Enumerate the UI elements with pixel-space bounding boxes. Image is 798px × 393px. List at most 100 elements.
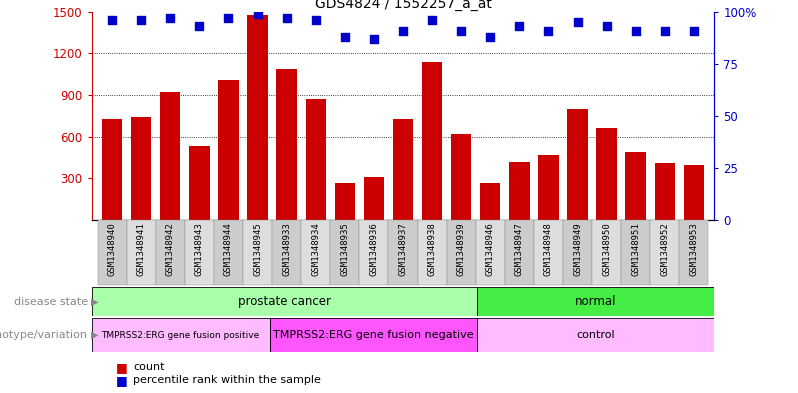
Bar xyxy=(92,318,270,352)
Point xyxy=(164,15,176,21)
Text: GSM1348941: GSM1348941 xyxy=(136,222,146,276)
Text: GSM1348946: GSM1348946 xyxy=(486,222,495,276)
Point xyxy=(397,28,409,34)
Point xyxy=(571,19,584,26)
Text: disease state: disease state xyxy=(14,297,88,307)
Bar xyxy=(563,220,592,285)
Text: GSM1348942: GSM1348942 xyxy=(166,222,175,276)
Point xyxy=(251,11,264,17)
Text: prostate cancer: prostate cancer xyxy=(238,295,331,308)
Text: ▶: ▶ xyxy=(91,297,98,307)
Point xyxy=(513,23,526,29)
Point xyxy=(106,17,119,23)
Bar xyxy=(364,177,384,220)
Point xyxy=(542,28,555,34)
Bar xyxy=(477,287,714,316)
Point xyxy=(222,15,235,21)
Point xyxy=(658,28,671,34)
Bar xyxy=(650,220,679,285)
Text: ■: ■ xyxy=(116,374,128,387)
Text: genotype/variation: genotype/variation xyxy=(0,330,88,340)
Text: GSM1348945: GSM1348945 xyxy=(253,222,262,276)
Point xyxy=(484,34,496,40)
Point xyxy=(368,36,381,42)
Text: control: control xyxy=(576,330,615,340)
Point xyxy=(310,17,322,23)
Bar xyxy=(214,220,243,285)
Bar xyxy=(306,99,326,220)
Text: GSM1348933: GSM1348933 xyxy=(282,222,291,276)
Bar xyxy=(330,220,359,285)
Text: GSM1348940: GSM1348940 xyxy=(108,222,117,276)
Text: GSM1348950: GSM1348950 xyxy=(602,222,611,276)
Bar xyxy=(131,118,152,220)
Bar xyxy=(334,183,355,220)
Point xyxy=(455,28,468,34)
Bar xyxy=(393,119,413,220)
Bar xyxy=(243,220,272,285)
Text: GSM1348944: GSM1348944 xyxy=(224,222,233,276)
Point xyxy=(338,34,351,40)
Bar xyxy=(389,220,417,285)
Bar xyxy=(567,109,587,220)
Bar xyxy=(476,220,505,285)
Bar xyxy=(156,220,185,285)
Bar xyxy=(477,318,714,352)
Bar xyxy=(534,220,563,285)
Point xyxy=(193,23,206,29)
Bar xyxy=(270,318,477,352)
Bar xyxy=(480,183,500,220)
Text: GSM1348943: GSM1348943 xyxy=(195,222,203,276)
Bar xyxy=(276,69,297,220)
Text: GSM1348935: GSM1348935 xyxy=(340,222,350,276)
Bar xyxy=(97,220,127,285)
Bar xyxy=(447,220,476,285)
Bar xyxy=(422,62,442,220)
Text: GSM1348947: GSM1348947 xyxy=(515,222,523,276)
Bar xyxy=(359,220,389,285)
Text: GSM1348953: GSM1348953 xyxy=(689,222,698,276)
Point xyxy=(135,17,148,23)
Bar xyxy=(92,287,477,316)
Text: GSM1348934: GSM1348934 xyxy=(311,222,320,276)
Bar xyxy=(185,220,214,285)
Point xyxy=(687,28,700,34)
Bar xyxy=(621,220,650,285)
Title: GDS4824 / 1552257_a_at: GDS4824 / 1552257_a_at xyxy=(314,0,492,11)
Text: count: count xyxy=(133,362,164,373)
Bar xyxy=(654,163,675,220)
Bar xyxy=(626,152,646,220)
Text: TMPRSS2:ERG gene fusion negative: TMPRSS2:ERG gene fusion negative xyxy=(273,330,474,340)
Bar xyxy=(189,147,210,220)
Bar xyxy=(509,162,530,220)
Bar xyxy=(160,92,180,220)
Text: GSM1348951: GSM1348951 xyxy=(631,222,640,276)
Text: GSM1348949: GSM1348949 xyxy=(573,222,582,276)
Bar xyxy=(219,80,239,220)
Text: GSM1348952: GSM1348952 xyxy=(660,222,670,276)
Bar xyxy=(272,220,301,285)
Text: GSM1348948: GSM1348948 xyxy=(544,222,553,276)
Point xyxy=(600,23,613,29)
Bar xyxy=(102,119,122,220)
Bar xyxy=(127,220,156,285)
Text: normal: normal xyxy=(575,295,616,308)
Text: GSM1348936: GSM1348936 xyxy=(369,222,378,276)
Bar xyxy=(538,155,559,220)
Bar xyxy=(451,134,472,220)
Bar xyxy=(679,220,709,285)
Text: percentile rank within the sample: percentile rank within the sample xyxy=(133,375,321,386)
Bar xyxy=(592,220,621,285)
Bar xyxy=(505,220,534,285)
Bar xyxy=(684,165,704,220)
Text: GSM1348938: GSM1348938 xyxy=(428,222,437,276)
Text: TMPRSS2:ERG gene fusion positive: TMPRSS2:ERG gene fusion positive xyxy=(101,331,260,340)
Text: GSM1348939: GSM1348939 xyxy=(456,222,466,276)
Bar xyxy=(417,220,447,285)
Text: ■: ■ xyxy=(116,361,128,374)
Text: ▶: ▶ xyxy=(91,330,98,340)
Bar xyxy=(301,220,330,285)
Point xyxy=(280,15,293,21)
Point xyxy=(425,17,438,23)
Bar xyxy=(596,129,617,220)
